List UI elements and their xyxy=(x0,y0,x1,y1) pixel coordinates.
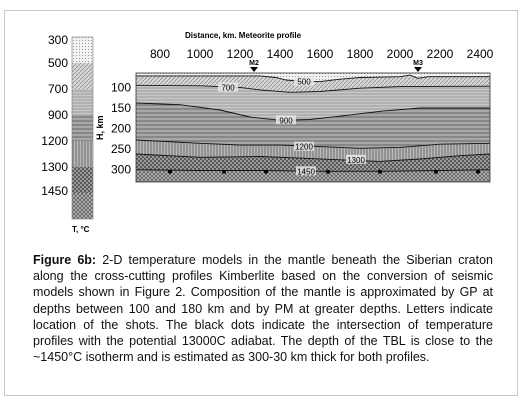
colorbar-tick-label: 1450 xyxy=(41,184,68,198)
colorbar-band-300 xyxy=(72,37,93,63)
isotherm-label: 900 xyxy=(279,116,293,125)
tbl-dot xyxy=(168,169,172,174)
isotherm-line xyxy=(136,169,490,172)
tbl-dot xyxy=(222,169,226,174)
y-tick-label: 150 xyxy=(111,101,131,115)
colorbar-band-1300 xyxy=(72,167,93,193)
isotherm-label: 500 xyxy=(297,78,311,87)
isotherm-line xyxy=(136,74,490,83)
x-tick-label: 1400 xyxy=(267,47,294,61)
x-axis-title: Distance, km. Meteorite profile xyxy=(185,31,302,40)
y-tick-label: 250 xyxy=(111,142,131,156)
x-tick-label: 1800 xyxy=(347,47,374,61)
temperature-model-figure: 300 500 700 900 1200 1300 1450 T, °C Distance,… xyxy=(41,31,494,234)
colorbar-tick-label: 300 xyxy=(48,33,68,47)
colorbar-band-1200 xyxy=(72,141,93,167)
figure-frame xyxy=(4,10,518,396)
y-tick-label: 100 xyxy=(111,80,131,94)
isotherm-label: 1200 xyxy=(295,143,313,152)
isotherm-line xyxy=(136,84,490,93)
x-tick-label: 1200 xyxy=(227,47,254,61)
y-axis-label: H, km xyxy=(95,115,105,140)
tbl-dot xyxy=(476,169,480,174)
isotherm-label: 1300 xyxy=(347,156,365,165)
tbl-dot xyxy=(378,169,382,174)
shot-label: M3 xyxy=(413,60,423,67)
colorbar-tick-label: 1300 xyxy=(41,160,68,174)
colorbar-label: T, °C xyxy=(72,225,90,234)
y-tick-label: 200 xyxy=(111,122,131,136)
x-tick-label: 2400 xyxy=(467,47,494,61)
colorbar-band-900 xyxy=(72,115,93,141)
x-tick-label: 2200 xyxy=(427,47,454,61)
x-tick-label: 2000 xyxy=(387,47,414,61)
colorbar-tick-label: 700 xyxy=(48,82,68,96)
x-tick-label: 1600 xyxy=(307,47,334,61)
y-tick-label: 300 xyxy=(111,163,131,177)
caption-text: 2-D temperature models in the mantle ben… xyxy=(33,253,493,365)
shot-marker xyxy=(250,67,258,72)
colorbar-tick-label: 1200 xyxy=(41,134,68,148)
shot-label: M2 xyxy=(249,60,259,67)
caption-label: Figure 6b: xyxy=(33,253,97,267)
isotherm-label: 700 xyxy=(221,83,235,92)
colorbar-tick-label: 500 xyxy=(48,56,68,70)
colorbar-band-1450 xyxy=(72,193,93,219)
plot-area: 500 700 900 1200 1300 1450 M2 M3 xyxy=(135,60,491,183)
x-tick-label: 1000 xyxy=(187,47,214,61)
isotherm-label: 1450 xyxy=(297,167,315,176)
tbl-dot xyxy=(326,169,330,174)
shot-marker xyxy=(414,67,422,72)
figure-caption: Figure 6b: 2-D temperature models in the… xyxy=(33,252,493,365)
isotherm-line xyxy=(136,139,490,149)
colorbar: 300 500 700 900 1200 1300 1450 T, °C xyxy=(41,33,94,234)
colorbar-tick-label: 900 xyxy=(48,108,68,122)
tbl-dot xyxy=(434,169,438,174)
isotherm-line xyxy=(136,153,490,162)
tbl-dot xyxy=(264,169,268,174)
colorbar-band-500 xyxy=(72,63,93,89)
x-tick-label: 800 xyxy=(150,47,170,61)
colorbar-band-700 xyxy=(72,89,93,115)
